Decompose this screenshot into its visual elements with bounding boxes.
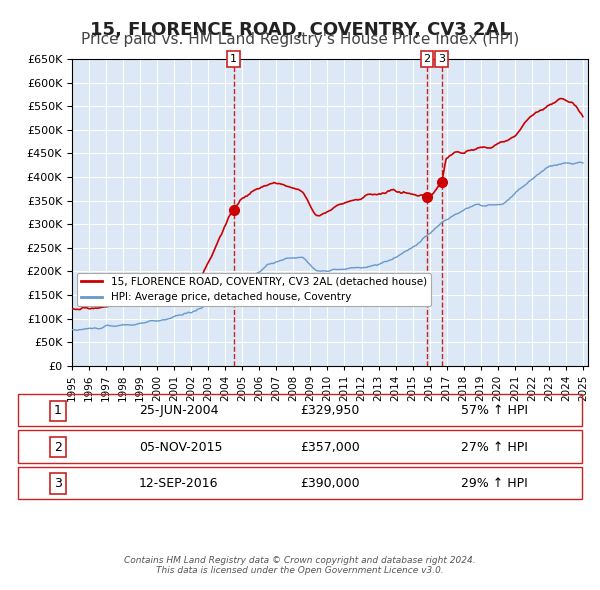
Text: 3: 3 <box>54 477 62 490</box>
Text: 57% ↑ HPI: 57% ↑ HPI <box>461 404 528 417</box>
Text: 27% ↑ HPI: 27% ↑ HPI <box>461 441 528 454</box>
Text: 12-SEP-2016: 12-SEP-2016 <box>139 477 218 490</box>
Text: £357,000: £357,000 <box>300 441 360 454</box>
Text: 3: 3 <box>438 54 445 64</box>
Text: 1: 1 <box>54 404 62 417</box>
Text: 29% ↑ HPI: 29% ↑ HPI <box>461 477 528 490</box>
Text: £390,000: £390,000 <box>300 477 359 490</box>
Text: Price paid vs. HM Land Registry's House Price Index (HPI): Price paid vs. HM Land Registry's House … <box>81 32 519 47</box>
Text: 2: 2 <box>424 54 431 64</box>
Text: 2: 2 <box>54 441 62 454</box>
Text: 25-JUN-2004: 25-JUN-2004 <box>139 404 218 417</box>
Text: 05-NOV-2015: 05-NOV-2015 <box>139 441 222 454</box>
Text: £329,950: £329,950 <box>300 404 359 417</box>
Text: 15, FLORENCE ROAD, COVENTRY, CV3 2AL: 15, FLORENCE ROAD, COVENTRY, CV3 2AL <box>89 21 511 39</box>
Text: 1: 1 <box>230 54 237 64</box>
Text: Contains HM Land Registry data © Crown copyright and database right 2024.
This d: Contains HM Land Registry data © Crown c… <box>124 556 476 575</box>
Legend: 15, FLORENCE ROAD, COVENTRY, CV3 2AL (detached house), HPI: Average price, detac: 15, FLORENCE ROAD, COVENTRY, CV3 2AL (de… <box>77 273 431 306</box>
